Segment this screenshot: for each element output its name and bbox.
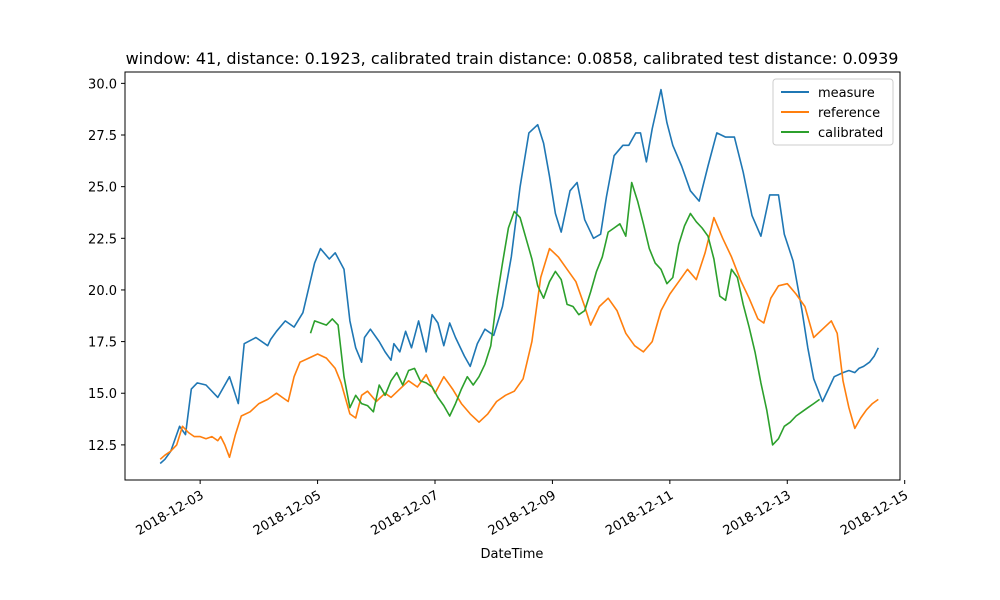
legend-label-calibrated: calibrated — [818, 126, 883, 141]
chart-title: window: 41, distance: 0.1923, calibrated… — [126, 49, 899, 68]
y-tick-label: 25.0 — [88, 181, 117, 196]
y-tick-label: 27.5 — [88, 129, 117, 144]
y-tick-label: 17.5 — [88, 336, 117, 351]
y-axis: 12.5 15.0 17.5 20.0 22.5 25.0 27.5 30.0 — [88, 77, 125, 454]
y-tick-label: 22.5 — [88, 232, 117, 247]
series-line-measure — [159, 88, 880, 465]
x-axis-label: DateTime — [481, 547, 544, 562]
plot-frame — [124, 71, 901, 481]
legend-box — [772, 78, 894, 146]
y-tick-label: 30.0 — [88, 77, 117, 92]
legend-label-measure: measure — [818, 86, 875, 101]
y-tick-label: 20.0 — [88, 284, 117, 299]
series-line-calibrated — [309, 181, 821, 446]
legend: measure reference calibrated — [772, 78, 894, 146]
y-tick-label: 15.0 — [88, 387, 117, 402]
y-tick-label: 12.5 — [88, 439, 117, 454]
series-line-reference — [159, 216, 879, 460]
series-layer — [159, 88, 880, 465]
legend-label-reference: reference — [818, 106, 880, 121]
